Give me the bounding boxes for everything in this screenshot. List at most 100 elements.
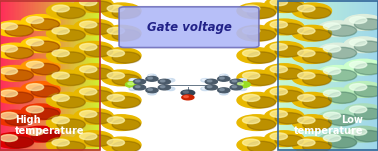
Bar [347,0,348,151]
Bar [317,0,318,151]
Bar [56,0,57,151]
Circle shape [265,131,304,146]
Bar [76,0,77,151]
Bar [49,0,50,151]
Bar [99,0,100,151]
Bar [302,0,303,151]
Bar [283,0,284,151]
Bar [63,0,64,151]
Circle shape [355,41,378,52]
Circle shape [265,108,304,124]
Circle shape [248,97,276,108]
Circle shape [80,66,97,73]
Bar [30,0,31,151]
Circle shape [350,17,367,24]
Circle shape [26,17,43,24]
Bar [95,0,96,151]
Circle shape [344,126,378,142]
Bar [48,0,49,151]
Bar [17,0,19,151]
Circle shape [46,115,86,130]
Bar [343,0,344,151]
Bar [375,0,377,151]
Circle shape [112,141,140,151]
Circle shape [5,70,33,81]
Bar [304,0,305,151]
Bar [79,0,80,151]
Bar [284,0,285,151]
Bar [19,0,20,151]
Circle shape [324,45,341,52]
Circle shape [74,41,113,57]
Bar [75,0,76,151]
Bar [329,0,330,151]
Circle shape [350,128,367,135]
Bar [100,0,278,151]
Circle shape [243,50,260,57]
Bar [291,0,293,151]
Bar [36,0,37,151]
Circle shape [344,37,378,53]
Circle shape [85,68,113,79]
Circle shape [0,21,34,37]
Bar [362,0,363,151]
Circle shape [80,21,97,28]
Bar [4,0,5,151]
Circle shape [107,5,124,12]
Circle shape [265,64,304,79]
Bar [83,0,84,151]
Circle shape [158,85,170,90]
Circle shape [26,39,43,46]
Circle shape [26,128,43,135]
Bar [280,0,282,151]
Circle shape [160,80,165,82]
Circle shape [80,0,97,6]
Circle shape [220,77,224,79]
Bar [363,0,364,151]
Bar [41,0,43,151]
Circle shape [344,82,378,97]
Circle shape [148,74,156,78]
Circle shape [102,137,141,151]
Circle shape [318,88,357,104]
Bar [366,0,367,151]
Bar [354,0,355,151]
Bar [330,0,332,151]
Circle shape [102,70,141,86]
Circle shape [85,113,113,124]
Bar [278,0,279,151]
Bar [315,0,317,151]
Circle shape [292,92,332,108]
Circle shape [248,30,276,41]
Bar [20,0,21,151]
Circle shape [0,68,17,74]
Bar [359,0,361,151]
Circle shape [26,84,43,91]
Circle shape [148,92,156,95]
Circle shape [146,88,158,93]
Circle shape [5,137,33,148]
Bar [50,0,51,151]
Circle shape [5,25,33,36]
Circle shape [237,115,276,130]
Circle shape [207,80,212,82]
Bar [21,0,23,151]
Bar [372,0,373,151]
Circle shape [201,87,209,90]
Circle shape [270,111,287,117]
Circle shape [328,92,356,103]
Circle shape [355,108,378,119]
Circle shape [149,75,152,76]
Bar [31,0,33,151]
Circle shape [112,97,140,108]
Circle shape [355,19,378,30]
Circle shape [107,117,124,124]
Circle shape [350,61,367,68]
Circle shape [328,114,356,126]
Circle shape [57,97,85,108]
Circle shape [52,117,69,124]
Circle shape [57,30,85,41]
Bar [357,0,358,151]
Circle shape [202,79,206,80]
Circle shape [0,66,34,81]
